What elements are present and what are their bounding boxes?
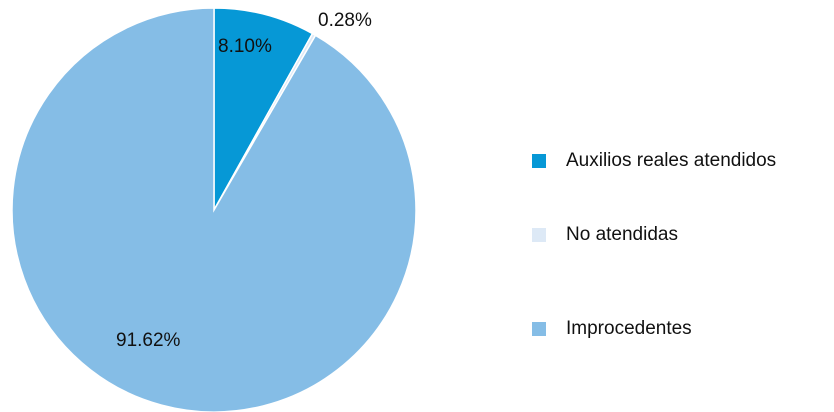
legend-label-no-atendidas: No atendidas (566, 224, 678, 245)
legend-swatch-improcedentes (532, 322, 546, 336)
legend-swatch-auxilios (532, 154, 546, 168)
data-label-auxilios: 8.10% (218, 36, 272, 57)
legend-label-auxilios: Auxilios reales atendidos (566, 150, 777, 171)
data-label-no-atendidas: 0.28% (318, 10, 372, 31)
legend-label-improcedentes: Improcedentes (566, 318, 692, 339)
pie-slice-improcedentes (11, 7, 417, 412)
pie-slice-auxilios (213, 7, 314, 213)
legend-swatch-no-atendidas (532, 228, 546, 242)
data-label-improcedentes: 91.62% (116, 330, 181, 351)
